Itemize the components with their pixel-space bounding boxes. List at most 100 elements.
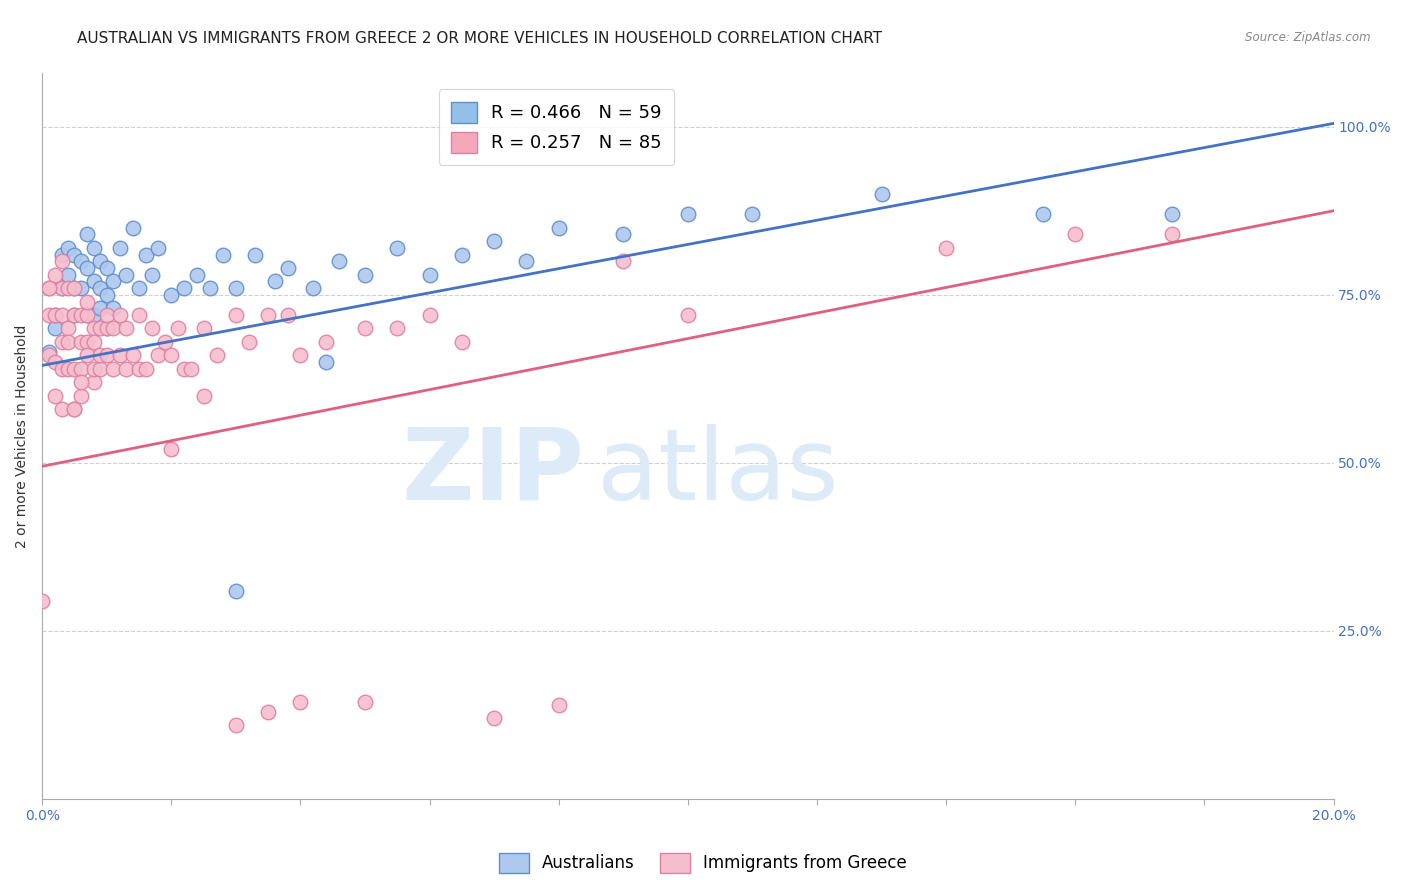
Text: ZIP: ZIP [402,424,585,521]
Point [44,355,66,369]
Point [419,268,441,282]
Point [180,361,202,376]
Point [290,348,312,362]
Point [56,241,79,255]
Point [173,281,195,295]
Point [76,334,98,349]
Point [70,389,93,403]
Point [387,241,409,255]
Point [115,321,138,335]
Point [1161,207,1184,221]
Point [96,288,118,302]
Point [63,402,86,417]
Point [83,334,105,349]
Point [277,260,299,275]
Point [612,254,634,268]
Point [51,402,73,417]
Point [108,308,131,322]
Point [83,274,105,288]
Point [482,234,505,248]
Point [160,348,183,362]
Point [148,348,170,362]
Point [354,268,377,282]
Point [70,334,93,349]
Point [70,281,93,295]
Point [482,711,505,725]
Point [103,301,125,316]
Point [160,442,183,457]
Legend: R = 0.466   N = 59, R = 0.257   N = 85: R = 0.466 N = 59, R = 0.257 N = 85 [439,89,675,165]
Point [1064,227,1087,242]
Point [128,308,150,322]
Point [741,207,763,221]
Point [44,268,66,282]
Point [96,348,118,362]
Point [44,308,66,322]
Point [225,583,247,598]
Point [935,241,957,255]
Text: atlas: atlas [598,424,839,521]
Legend: Australians, Immigrants from Greece: Australians, Immigrants from Greece [492,847,914,880]
Point [63,308,86,322]
Point [96,321,118,335]
Point [103,361,125,376]
Point [56,321,79,335]
Point [205,348,228,362]
Point [277,308,299,322]
Point [38,281,60,295]
Point [103,274,125,288]
Point [141,321,163,335]
Point [38,308,60,322]
Point [96,260,118,275]
Point [76,260,98,275]
Point [89,321,111,335]
Point [56,268,79,282]
Point [153,334,176,349]
Point [51,308,73,322]
Point [193,389,215,403]
Point [115,361,138,376]
Text: Source: ZipAtlas.com: Source: ZipAtlas.com [1246,31,1371,45]
Point [870,186,893,201]
Point [257,705,280,719]
Point [44,321,66,335]
Point [257,308,280,322]
Point [547,698,569,712]
Point [134,247,156,261]
Point [451,334,474,349]
Point [51,334,73,349]
Y-axis label: 2 or more Vehicles in Household: 2 or more Vehicles in Household [15,325,30,548]
Point [148,241,170,255]
Point [103,321,125,335]
Point [134,361,156,376]
Point [51,281,73,295]
Point [212,247,235,261]
Point [44,308,66,322]
Point [387,321,409,335]
Point [676,207,699,221]
Point [63,281,86,295]
Point [96,308,118,322]
Point [354,695,377,709]
Point [547,220,569,235]
Point [63,402,86,417]
Point [160,288,183,302]
Point [63,281,86,295]
Point [83,308,105,322]
Point [186,268,208,282]
Point [173,361,195,376]
Point [238,334,260,349]
Point [56,281,79,295]
Point [315,355,337,369]
Point [290,695,312,709]
Point [76,348,98,362]
Point [121,220,143,235]
Point [89,281,111,295]
Point [89,361,111,376]
Point [70,376,93,390]
Point [1161,227,1184,242]
Point [128,281,150,295]
Point [56,334,79,349]
Point [83,376,105,390]
Point [51,254,73,268]
